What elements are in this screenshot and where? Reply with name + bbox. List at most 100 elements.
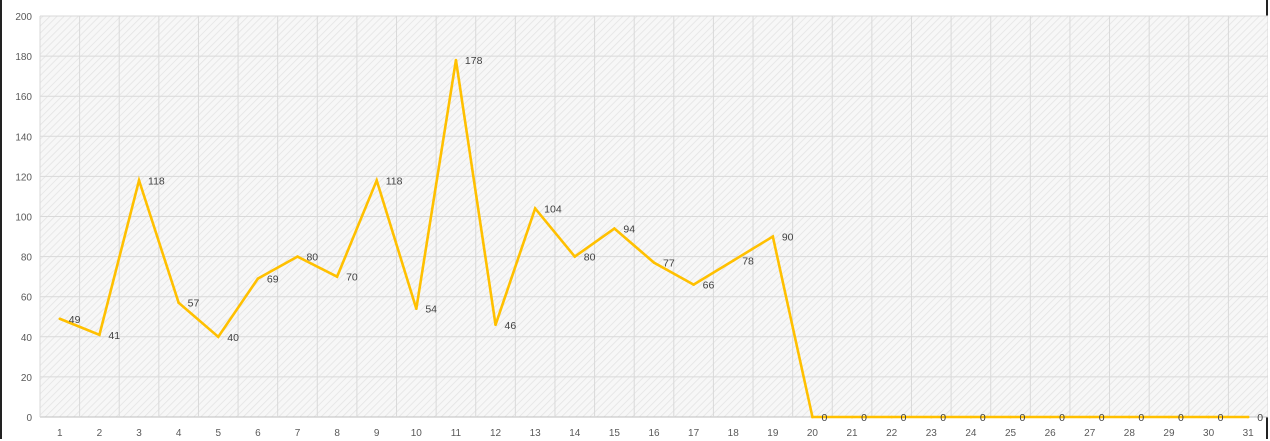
data-label: 40 [227,332,239,344]
data-point [177,301,180,305]
data-point [216,335,220,339]
data-label: 0 [1099,412,1105,424]
data-point [1009,415,1012,419]
data-point [98,333,101,337]
x-tick-label: 22 [886,428,898,439]
x-tick-label: 6 [255,428,261,439]
data-point [613,227,616,230]
x-tick-label: 3 [136,428,142,439]
data-label: 0 [980,412,986,424]
x-axis: 1 2 3 4 5 6 7 8 9 10 11 12 13 14 15 16 17 18 19 20 21 22 23 24 2… [57,428,1254,439]
x-tick-label: 29 [1163,428,1175,439]
data-label: 0 [1218,412,1224,424]
data-point [811,415,814,419]
data-point [1207,415,1210,419]
x-tick-label: 31 [1243,428,1255,439]
x-tick-label: 12 [490,428,502,439]
data-label: 66 [703,280,715,292]
x-tick-label: 4 [176,428,182,439]
x-tick-label: 10 [411,428,423,439]
x-tick-label: 13 [530,428,542,439]
data-point [415,307,418,311]
data-point [375,179,379,182]
x-tick-label: 2 [97,428,103,439]
data-label: 118 [386,175,403,187]
data-point [1246,415,1250,419]
x-tick-label: 18 [728,428,740,439]
y-axis: 0 20 40 60 80 100 120 140 160 180 200 [15,12,32,424]
data-label: 70 [346,272,358,284]
data-point [731,259,735,262]
x-tick-label: 15 [609,428,621,439]
data-label: 0 [861,412,867,424]
x-tick-label: 14 [569,428,581,439]
data-label: 0 [1178,412,1184,424]
x-tick-label: 7 [295,428,301,439]
x-tick-label: 1 [57,428,63,439]
x-tick-label: 20 [807,428,819,439]
data-point [771,235,775,238]
x-tick-label: 17 [688,428,700,439]
data-point [256,277,260,280]
series-group [58,58,1250,419]
data-point [454,58,458,62]
data-label: 78 [742,256,754,268]
data-label: 0 [821,412,827,424]
gridlines [39,15,1268,418]
data-point [692,283,695,286]
y-tick-label: 0 [26,413,32,424]
data-point [929,415,933,419]
data-point [494,323,497,327]
x-tick-label: 9 [374,428,380,439]
data-point [573,255,577,258]
x-tick-label: 26 [1045,428,1057,439]
data-point [1048,415,1052,419]
y-tick-label: 140 [15,132,32,143]
data-point [137,179,141,182]
data-point [890,415,893,419]
data-point [1167,415,1171,419]
x-tick-label: 30 [1203,428,1215,439]
data-point [296,255,299,258]
data-label: 94 [623,224,635,236]
data-label: 104 [544,203,562,215]
data-point [850,415,854,419]
y-tick-label: 120 [15,172,32,183]
y-tick-label: 100 [15,213,32,224]
data-label: 77 [663,258,675,270]
data-label: 0 [1020,412,1026,424]
y-tick-label: 80 [21,253,33,264]
data-label: 0 [1257,412,1263,424]
data-point [335,275,339,278]
data-label: 0 [940,412,946,424]
x-tick-label: 24 [965,428,977,439]
y-tick-label: 180 [15,52,32,63]
data-label: 0 [901,412,907,424]
data-point [533,207,537,210]
y-tick-label: 60 [21,293,33,304]
x-tick-label: 27 [1084,428,1096,439]
data-point [652,261,656,264]
data-labels: 49 41 118 57 40 69 80 70 118 54 178 46 104 80 94 77 66 78… [69,55,1263,424]
data-label: 118 [148,175,165,187]
data-label: 69 [267,274,279,286]
data-point [1088,415,1092,419]
data-label: 80 [306,252,318,264]
data-label: 178 [465,55,483,67]
data-label: 57 [188,298,200,310]
x-tick-label: 8 [334,428,340,439]
data-point [969,415,973,419]
data-point [58,317,62,321]
x-tick-label: 25 [1005,428,1017,439]
data-label: 0 [1138,412,1144,424]
data-label: 90 [782,232,794,244]
data-label: 80 [584,252,596,264]
y-tick-label: 20 [21,373,33,384]
data-point [1128,415,1131,419]
data-label: 49 [69,314,81,326]
x-tick-label: 21 [847,428,859,439]
data-label: 54 [425,304,437,316]
x-tick-label: 11 [451,428,462,439]
